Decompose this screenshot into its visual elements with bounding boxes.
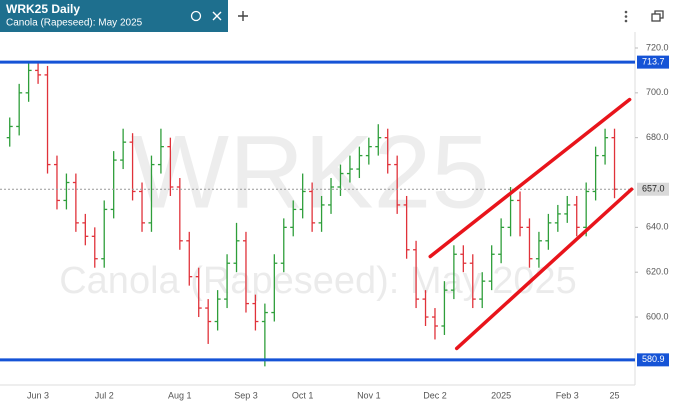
hline-label: 713.7	[642, 56, 665, 66]
last-price-box	[637, 182, 669, 196]
close-icon[interactable]	[212, 11, 222, 21]
last-price-label: 657.0	[642, 184, 665, 194]
x-tick-label: Sep 3	[234, 390, 258, 400]
interval: Daily	[51, 2, 80, 16]
trendline	[454, 187, 634, 351]
hline-box	[637, 55, 669, 69]
x-tick-label: Oct 1	[292, 390, 314, 400]
hline-label: 580.9	[642, 354, 665, 364]
x-tick-label: Feb 3	[556, 390, 579, 400]
y-tick-label: 640.0	[646, 222, 669, 232]
add-tab-icon[interactable]	[238, 11, 248, 21]
window-icon[interactable]	[651, 10, 664, 22]
trendline	[428, 97, 632, 259]
plot	[6, 61, 618, 367]
y-tick-label: 700.0	[646, 87, 669, 97]
header-tab[interactable]: WRK25 Daily Canola (Rapeseed): May 2025	[0, 0, 228, 32]
x-tick-label: Jun 3	[27, 390, 49, 400]
x-tick-label: Dec 2	[423, 390, 447, 400]
watermark-subtitle: Canola (Rapeseed): May 2025	[59, 260, 577, 302]
symbol: WRK25	[6, 2, 48, 16]
y-tick-label: 680.0	[646, 132, 669, 142]
hline-box	[637, 353, 669, 367]
y-tick-label: 620.0	[646, 267, 669, 277]
x-tick-label: Aug 1	[168, 390, 192, 400]
tab-subtitle: Canola (Rapeseed): May 2025	[6, 18, 143, 29]
watermark-symbol: WRK25	[131, 114, 489, 230]
menu-icon[interactable]	[624, 10, 628, 23]
y-tick-label: 720.0	[646, 42, 669, 52]
x-tick-label: Nov 1	[357, 390, 381, 400]
tab-title: WRK25 Daily	[6, 2, 80, 16]
x-tick-label: 25	[610, 390, 620, 400]
x-tick-label: Jul 2	[95, 390, 114, 400]
x-tick-label: 2025	[491, 390, 511, 400]
link-icon[interactable]	[190, 10, 202, 22]
tab-bg	[0, 0, 228, 32]
y-tick-label: 600.0	[646, 311, 669, 321]
